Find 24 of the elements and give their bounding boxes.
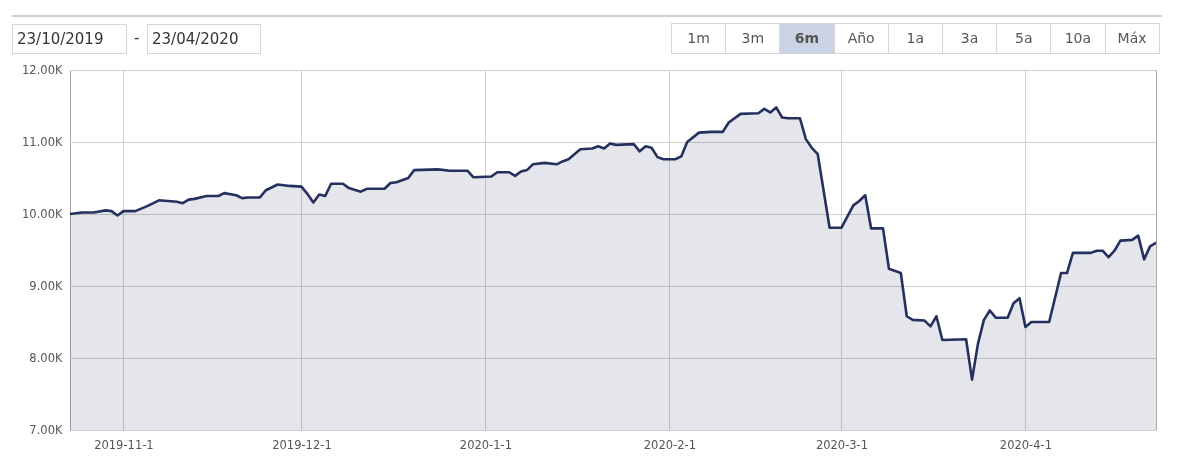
text: - xyxy=(134,28,140,49)
range-button: 3a xyxy=(941,23,998,54)
x-tick-label: 2020-4-1 xyxy=(999,437,1053,452)
x-tick-label: 2019-11-1 xyxy=(94,437,154,452)
range-button: Año xyxy=(833,23,889,54)
range-button: 10a xyxy=(1050,23,1106,54)
x-tick-label: 2020-2-1 xyxy=(643,437,696,452)
x-tick-label: 2019-12-1 xyxy=(272,437,332,452)
range-button: 3m xyxy=(725,23,781,54)
range-button: 6m xyxy=(779,23,835,54)
y-tick-label: 12.00K xyxy=(22,62,63,77)
x-tick-label: 2020-3-1 xyxy=(815,437,869,452)
y-tick-label: 10.00K xyxy=(22,206,63,221)
x-tick-label: 2020-1-1 xyxy=(459,437,513,452)
range-button: 1m xyxy=(671,23,727,54)
y-tick-label: 11.00K xyxy=(22,134,63,149)
range-button: Máx xyxy=(1104,23,1160,54)
y-tick-label: 7.00K xyxy=(29,422,63,437)
y-tick-label: 9.00K xyxy=(29,278,63,293)
y-tick-label: 8.00K xyxy=(29,350,63,365)
date-field: 23/04/2020 xyxy=(147,24,261,54)
range-button: 1a xyxy=(887,23,943,54)
date-field: 23/10/2019 xyxy=(12,24,127,54)
range-button: 5a xyxy=(996,23,1052,54)
